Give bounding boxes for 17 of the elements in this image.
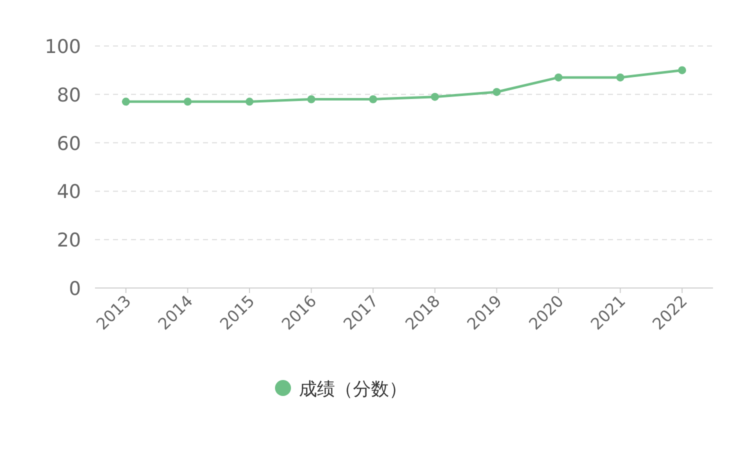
point	[246, 98, 254, 106]
point	[307, 95, 316, 104]
y-tick-label: 100	[44, 36, 81, 58]
y-tick-label: 60	[56, 132, 81, 155]
point	[678, 66, 686, 74]
point	[122, 98, 130, 106]
legend-label: 成绩（分数）	[299, 379, 407, 400]
point	[369, 95, 378, 104]
point	[184, 98, 192, 106]
point	[554, 73, 562, 82]
y-tick-label: 40	[56, 181, 81, 204]
point	[616, 73, 624, 82]
point	[430, 92, 439, 101]
y-tick-label: 80	[56, 84, 81, 106]
y-tick-label: 0	[68, 278, 81, 300]
point	[492, 88, 501, 96]
y-tick-label: 20	[56, 230, 81, 252]
